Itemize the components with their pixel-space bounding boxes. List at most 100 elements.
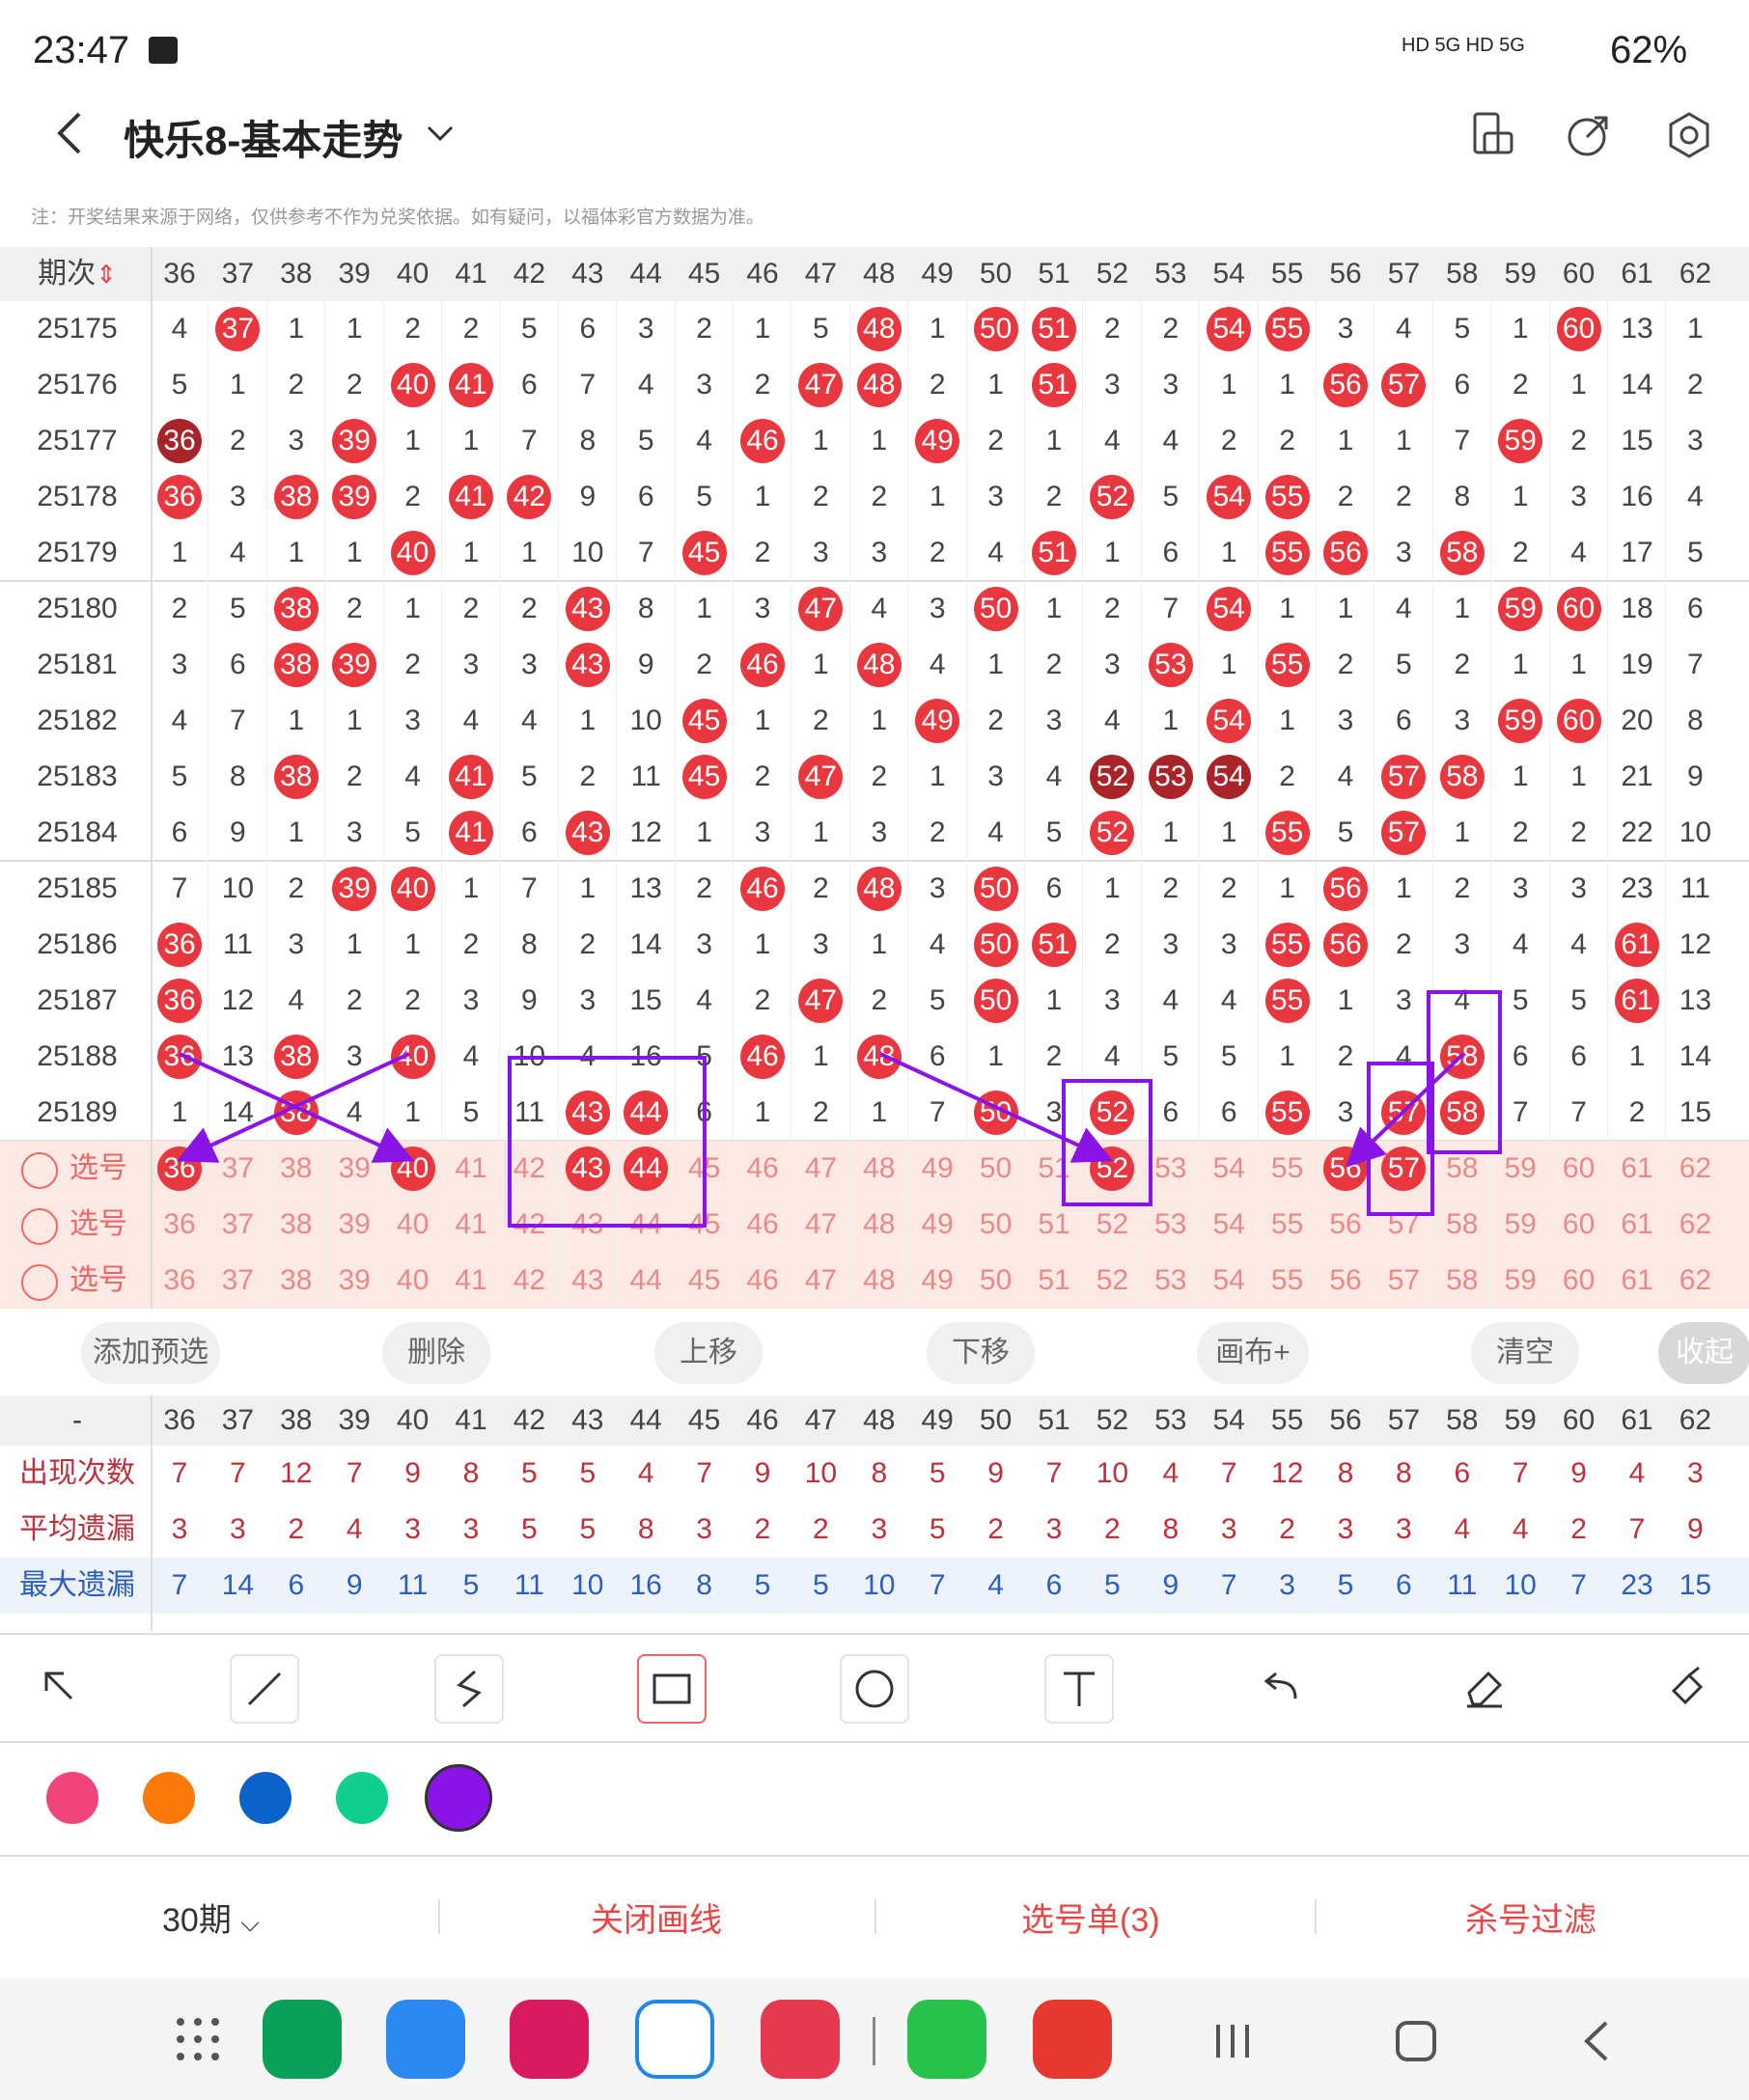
pick-cell[interactable]: 53: [1154, 1264, 1187, 1296]
pick-cell[interactable]: 50: [979, 1264, 1013, 1296]
add-preselect-button[interactable]: 添加预选: [81, 1322, 220, 1384]
filter-button[interactable]: 杀号过滤: [1465, 1902, 1596, 1939]
pick-cell[interactable]: 61: [1621, 1152, 1653, 1184]
pick-cell[interactable]: 52: [1096, 1208, 1129, 1240]
pick-cell[interactable]: 49: [921, 1264, 954, 1296]
pick-cell[interactable]: 58: [1446, 1152, 1479, 1184]
pick-cell[interactable]: 51: [1038, 1208, 1070, 1240]
clear-button[interactable]: 清空: [1471, 1322, 1579, 1384]
color-swatch[interactable]: [46, 1772, 98, 1824]
share-button[interactable]: [1562, 108, 1616, 162]
settings-button[interactable]: [1662, 108, 1716, 162]
pick-cell[interactable]: 40: [396, 1264, 430, 1296]
pick-row-radio[interactable]: [21, 1152, 58, 1189]
clear-tool-button[interactable]: [1654, 1654, 1720, 1720]
pick-cell[interactable]: 56: [1329, 1264, 1362, 1296]
canvas-plus-button[interactable]: 画布+: [1197, 1322, 1309, 1384]
pick-cell[interactable]: 57: [1387, 1264, 1421, 1296]
back-button[interactable]: [42, 104, 100, 162]
pick-cell[interactable]: 48: [863, 1152, 896, 1184]
pick-cell[interactable]: 40: [396, 1208, 430, 1240]
pick-cell[interactable]: 43: [559, 1141, 617, 1197]
pick-cell[interactable]: 39: [338, 1264, 371, 1296]
pick-cell[interactable]: 60: [1562, 1152, 1596, 1184]
pick-cell[interactable]: 55: [1270, 1208, 1304, 1240]
pick-cell[interactable]: 50: [979, 1208, 1013, 1240]
pick-cell[interactable]: 41: [455, 1264, 487, 1296]
pick-list-button[interactable]: 选号单(3): [1021, 1902, 1160, 1939]
pick-cell[interactable]: 43: [571, 1264, 604, 1296]
phone-app-icon[interactable]: [263, 2000, 342, 2079]
pick-cell[interactable]: 59: [1504, 1208, 1537, 1240]
color-swatch[interactable]: [336, 1772, 388, 1824]
move-down-button[interactable]: 下移: [927, 1322, 1035, 1384]
pick-row-radio[interactable]: [21, 1264, 58, 1301]
pick-cell[interactable]: 61: [1621, 1208, 1653, 1240]
pick-cell[interactable]: 49: [921, 1208, 954, 1240]
line-tool-button[interactable]: [230, 1654, 299, 1724]
pick-cell[interactable]: 57: [1374, 1141, 1432, 1197]
pick-cell[interactable]: 52: [1096, 1264, 1129, 1296]
pick-cell[interactable]: 54: [1212, 1152, 1245, 1184]
pick-cell[interactable]: 42: [513, 1264, 546, 1296]
collapse-button[interactable]: 收起: [1658, 1322, 1749, 1384]
pick-cell[interactable]: 41: [455, 1208, 487, 1240]
pick-cell[interactable]: 37: [221, 1152, 255, 1184]
pick-cell[interactable]: 45: [687, 1264, 721, 1296]
rectangle-tool-button[interactable]: [637, 1654, 707, 1724]
home-button[interactable]: [1392, 2017, 1440, 2065]
pick-cell[interactable]: 39: [338, 1208, 371, 1240]
messages-app-icon[interactable]: [386, 2000, 465, 2079]
pick-cell[interactable]: 38: [280, 1152, 313, 1184]
pick-cell[interactable]: 51: [1038, 1264, 1070, 1296]
pick-cell[interactable]: 60: [1562, 1264, 1596, 1296]
pick-cell[interactable]: 54: [1212, 1208, 1245, 1240]
pick-cell[interactable]: 46: [746, 1208, 779, 1240]
pick-cell[interactable]: 59: [1504, 1152, 1537, 1184]
wechat-app-icon[interactable]: [907, 2000, 986, 2079]
pick-cell[interactable]: 37: [221, 1264, 255, 1296]
color-swatch[interactable]: [425, 1764, 492, 1832]
pick-cell[interactable]: 49: [921, 1152, 954, 1184]
pick-cell[interactable]: 42: [513, 1152, 546, 1184]
move-up-button[interactable]: 上移: [654, 1322, 763, 1384]
pick-cell[interactable]: 48: [863, 1264, 896, 1296]
notes-app-icon[interactable]: [1033, 2000, 1112, 2079]
freehand-tool-button[interactable]: [434, 1654, 504, 1724]
pick-cell[interactable]: 53: [1154, 1152, 1187, 1184]
recent-apps-button[interactable]: [1208, 2017, 1257, 2065]
pick-cell[interactable]: 58: [1446, 1208, 1479, 1240]
nav-back-button[interactable]: [1573, 2017, 1622, 2065]
pick-cell[interactable]: 55: [1270, 1152, 1304, 1184]
pick-cell[interactable]: 37: [221, 1208, 255, 1240]
pick-cell[interactable]: 54: [1212, 1264, 1245, 1296]
pick-cell[interactable]: 44: [629, 1264, 662, 1296]
pick-cell[interactable]: 46: [746, 1264, 779, 1296]
pick-cell[interactable]: 56: [1317, 1141, 1374, 1197]
gallery-app-icon[interactable]: [510, 2000, 589, 2079]
pick-cell[interactable]: 44: [617, 1141, 675, 1197]
pick-cell[interactable]: 58: [1446, 1264, 1479, 1296]
rotate-screen-button[interactable]: [1465, 108, 1519, 162]
color-swatch[interactable]: [239, 1772, 292, 1824]
pick-cell[interactable]: 47: [804, 1208, 838, 1240]
pick-cell[interactable]: 47: [804, 1152, 838, 1184]
close-lines-button[interactable]: 关闭画线: [591, 1902, 722, 1939]
pick-cell[interactable]: 55: [1270, 1264, 1304, 1296]
pick-cell[interactable]: 56: [1329, 1208, 1362, 1240]
undo-tool-button[interactable]: [1247, 1654, 1313, 1720]
pick-cell[interactable]: 53: [1154, 1208, 1187, 1240]
title-dropdown-button[interactable]: [421, 114, 459, 152]
eraser-tool-button[interactable]: [1452, 1654, 1517, 1720]
pick-cell[interactable]: 59: [1504, 1264, 1537, 1296]
delete-button[interactable]: 删除: [382, 1322, 490, 1384]
period-select[interactable]: 30期 ⌵: [162, 1893, 260, 1941]
pick-cell[interactable]: 48: [863, 1208, 896, 1240]
pick-cell[interactable]: 46: [746, 1152, 779, 1184]
text-tool-button[interactable]: [1044, 1654, 1114, 1724]
pick-cell[interactable]: 41: [455, 1152, 487, 1184]
circle-tool-button[interactable]: [840, 1654, 909, 1724]
camera-app-icon[interactable]: [761, 2000, 840, 2079]
pick-cell[interactable]: 62: [1679, 1152, 1712, 1184]
period-sort-header[interactable]: 期次⇕: [0, 247, 154, 301]
